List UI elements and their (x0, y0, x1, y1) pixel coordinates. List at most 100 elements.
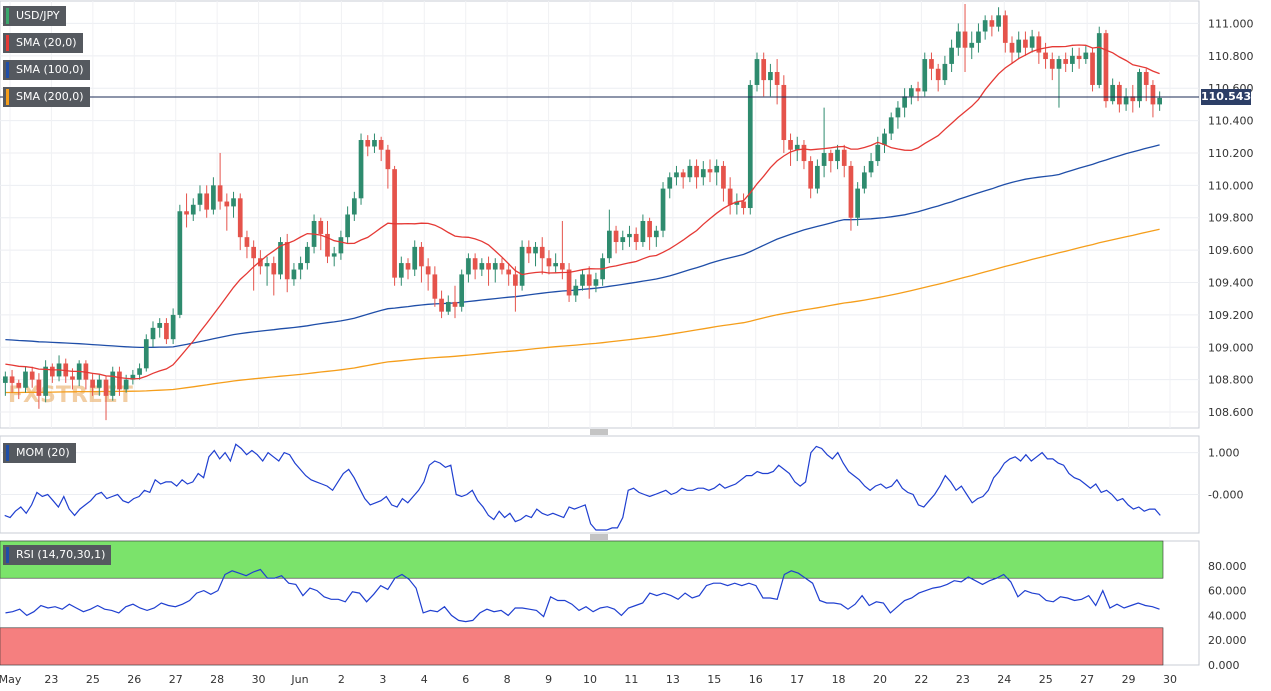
price-y-tick-label: 110.800 (1208, 50, 1254, 63)
candle-up (1029, 36, 1035, 48)
candle-down (49, 366, 55, 377)
sma-20-text: SMA (20,0) (16, 36, 77, 49)
sma-200-label[interactable]: SMA (200,0) (3, 87, 90, 107)
candle-down (419, 246, 424, 267)
candle-down (526, 246, 532, 254)
price-y-tick-label: 108.800 (1208, 374, 1254, 387)
candle-up (291, 269, 297, 280)
candle-down (539, 246, 545, 259)
candle-down (204, 193, 210, 210)
candle-up (137, 368, 142, 375)
rsi-bands (0, 540, 1164, 666)
x-axis-tick-label: 23 (956, 673, 970, 686)
x-axis-tick-label: 6 (462, 673, 469, 686)
candle-up (835, 149, 840, 162)
y-axis-ticks: 111.000110.800110.600110.400110.200110.0… (1208, 17, 1254, 672)
panel-resize-handle[interactable] (590, 534, 608, 540)
candle-down (486, 263, 491, 270)
x-axis-tick-label: 18 (832, 673, 846, 686)
x-axis-tick-label: 25 (1039, 673, 1053, 686)
candle-up (895, 107, 901, 118)
candle-down (1090, 52, 1095, 85)
x-axis-tick-label: 29 (1122, 673, 1136, 686)
rsi-color-marker (6, 547, 9, 563)
candle-down (36, 379, 42, 396)
candle-up (747, 84, 753, 209)
candle-down (452, 301, 458, 307)
symbol-label[interactable]: USD/JPY (3, 6, 66, 26)
candle-up (3, 376, 8, 383)
candle-down (613, 230, 619, 243)
candle-down (318, 220, 324, 234)
candle-down (70, 376, 75, 380)
symbol-color-marker (6, 8, 9, 24)
candle-down (560, 263, 565, 270)
candle-down (224, 201, 230, 207)
candle-up (110, 371, 116, 396)
sma-200-path (5, 228, 1160, 394)
candle-up (734, 201, 740, 205)
candle-up (338, 237, 344, 254)
momentum-path (4, 443, 1161, 531)
candle-down (1143, 72, 1149, 85)
candle-up (1110, 84, 1116, 102)
x-axis-tick-label: 27 (169, 673, 183, 686)
candle-up (653, 230, 659, 238)
candle-up (794, 144, 800, 150)
candle-down (237, 198, 243, 238)
candle-up (190, 204, 196, 215)
candle-down (781, 84, 787, 141)
x-axis-tick-label: 16 (749, 673, 763, 686)
sma-20-color-marker (6, 35, 9, 51)
rsi-y-tick-label: 40.000 (1208, 609, 1247, 622)
candle-down (1150, 84, 1156, 105)
candle-down (1009, 42, 1015, 53)
panel-resize-handle[interactable] (590, 429, 608, 435)
rsi-overbought-zone (0, 540, 1164, 579)
grid-lines (0, 1, 1199, 495)
price-y-tick-label: 109.400 (1208, 277, 1254, 290)
candle-up (211, 185, 216, 210)
x-axis-tick-label: 24 (997, 673, 1011, 686)
candle-up (492, 263, 498, 270)
rsi-text: RSI (14,70,30,1) (16, 548, 106, 561)
candle-up (1083, 52, 1089, 60)
candle-up (331, 253, 337, 257)
candle-up (606, 230, 612, 259)
candle-up (177, 211, 183, 315)
candle-up (123, 379, 129, 390)
candle-down (633, 233, 639, 243)
sma-100-label[interactable]: SMA (100,0) (3, 60, 90, 80)
rsi-label[interactable]: RSI (14,70,30,1) (3, 545, 112, 565)
candle-down (271, 263, 277, 275)
candle-up (459, 274, 465, 307)
candle-up (305, 246, 310, 264)
candle-up (674, 172, 679, 178)
candle-down (1130, 96, 1136, 102)
candle-up (687, 165, 693, 178)
sma-100-text: SMA (100,0) (16, 63, 84, 76)
candle-up (533, 246, 538, 254)
candle-down (788, 140, 793, 150)
candle-up (620, 237, 626, 243)
sma-200-text: SMA (200,0) (16, 90, 84, 103)
candle-up (278, 242, 283, 275)
candle-down (962, 31, 968, 48)
candle-up (372, 140, 377, 147)
momentum-label[interactable]: MOM (20) (3, 443, 76, 463)
candle-down (586, 274, 592, 286)
x-axis-tick-label: 23 (44, 673, 58, 686)
candle-down (405, 263, 411, 270)
x-axis-tick-label: 30 (252, 673, 266, 686)
candle-up (949, 47, 954, 64)
candle-up (640, 220, 646, 243)
candle-down (808, 161, 814, 189)
candle-down (16, 382, 22, 388)
sma-20-label[interactable]: SMA (20,0) (3, 33, 83, 53)
candle-down (741, 201, 746, 209)
candle-up (150, 327, 156, 340)
candle-down (439, 298, 444, 312)
candle-down (915, 88, 921, 92)
candle-up (264, 263, 270, 267)
candle-up (412, 246, 418, 270)
